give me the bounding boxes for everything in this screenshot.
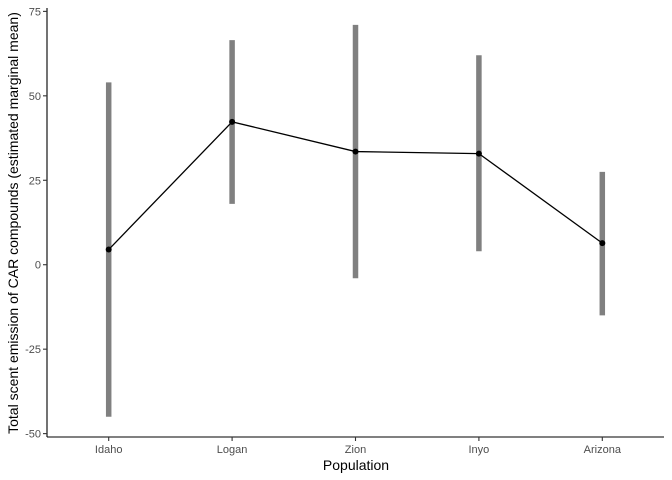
x-tick-label: Zion xyxy=(345,444,366,456)
x-ticks: Idaho Logan Zion Inyo Arizona xyxy=(95,437,622,456)
y-ticks: -50 -25 0 25 50 75 xyxy=(25,6,47,441)
error-bars xyxy=(105,24,606,417)
x-tick-label: Idaho xyxy=(95,444,123,456)
data-point xyxy=(352,148,359,155)
y-tick-label: 50 xyxy=(29,91,41,103)
x-tick-label: Arizona xyxy=(584,444,622,456)
data-points xyxy=(105,118,606,253)
y-axis-title: Total scent emission of CAR compounds (e… xyxy=(5,12,21,434)
y-tick-label: -50 xyxy=(25,429,41,441)
data-point xyxy=(475,150,482,157)
y-tick-label: 0 xyxy=(35,260,41,272)
y-tick-label: 25 xyxy=(29,175,41,187)
data-point xyxy=(229,118,236,125)
x-axis-title: Population xyxy=(323,457,389,473)
x-tick-label: Logan xyxy=(217,444,248,456)
data-point xyxy=(599,240,606,247)
y-tick-label: 75 xyxy=(29,6,41,18)
y-tick-label: -25 xyxy=(25,344,41,356)
x-tick-label: Inyo xyxy=(469,444,490,456)
data-point xyxy=(105,246,112,253)
